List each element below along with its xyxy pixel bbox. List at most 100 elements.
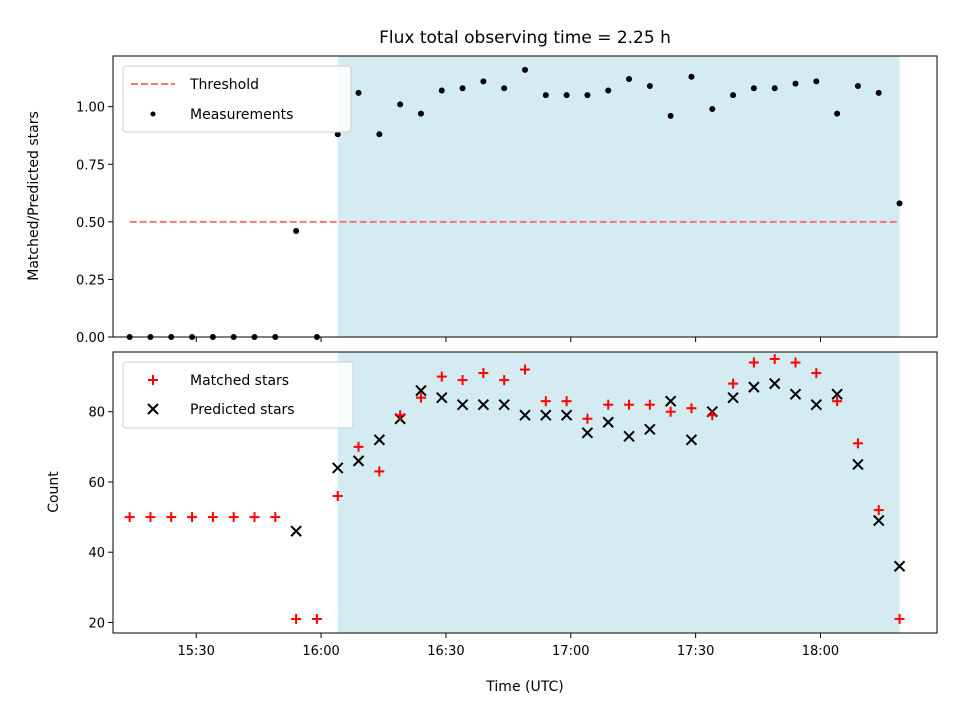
measurement-point <box>688 73 695 80</box>
predicted-point-b <box>873 514 885 527</box>
matched-point <box>311 613 322 624</box>
matched-point <box>769 354 780 365</box>
predicted-point <box>893 560 906 572</box>
legend-predicted-label: Predicted stars <box>190 402 295 418</box>
predicted-point <box>332 462 344 474</box>
measurement-point <box>709 105 716 112</box>
bottom-y-axis-label: Count <box>46 471 62 513</box>
matched-point <box>852 438 863 449</box>
measurement-point <box>459 85 466 92</box>
top-y-axis-label: Matched/Predicted stars <box>26 111 42 281</box>
predicted-point-b <box>415 384 427 397</box>
measurement-point <box>792 80 799 87</box>
predicted-point <box>748 381 760 393</box>
matched-point <box>249 512 260 523</box>
bottom-shaded-interval <box>337 352 900 633</box>
predicted-point-b <box>477 398 490 411</box>
predicted-point-b <box>810 398 823 411</box>
measurement-point <box>438 87 445 94</box>
predicted-point-b <box>685 434 698 446</box>
predicted-point <box>873 514 885 527</box>
measurement-point <box>293 228 300 235</box>
predicted-point <box>290 525 302 537</box>
measurement-point <box>646 82 653 89</box>
top-shaded-interval <box>337 56 900 337</box>
matched-point <box>686 403 697 414</box>
matched-point <box>415 392 426 403</box>
matched-point <box>603 399 614 410</box>
predicted-point-b <box>373 434 386 446</box>
predicted-point-b <box>436 391 448 404</box>
matched-point <box>520 364 530 375</box>
predicted-point-b <box>664 395 677 407</box>
measurement-point <box>834 110 841 117</box>
matched-point <box>811 368 822 379</box>
matched-point <box>291 613 302 624</box>
predicted-point <box>456 398 469 411</box>
legend-threshold-label: Threshold <box>189 77 259 93</box>
matched-point <box>561 396 572 407</box>
chart-title: Flux total observing time = 2.25 h <box>379 28 671 48</box>
predicted-point <box>623 430 635 443</box>
predicted-point <box>644 423 656 435</box>
predicted-point <box>664 395 677 407</box>
measurement-point <box>730 92 737 99</box>
measurement-point <box>522 66 528 73</box>
measurement-point <box>542 92 549 99</box>
predicted-point <box>602 416 614 428</box>
measurement-point <box>334 131 341 138</box>
x-tick-label: 18:00 <box>802 644 839 659</box>
predicted-point-b <box>831 388 843 400</box>
measurement-point <box>667 112 674 119</box>
top-y-tick-label: 0.00 <box>76 331 105 346</box>
legend-predicted-swatch <box>147 403 159 415</box>
matched-point <box>499 375 510 386</box>
predicted-point-b <box>498 398 510 411</box>
predicted-point <box>789 388 802 400</box>
measurement-point <box>563 92 570 99</box>
predicted-point <box>852 458 864 471</box>
predicted-point <box>581 427 594 439</box>
legend-matched-label: Matched stars <box>190 373 289 389</box>
matched-point <box>894 613 905 624</box>
matched-point <box>748 357 759 368</box>
matched-point <box>187 512 198 523</box>
matched-point <box>124 512 135 523</box>
predicted-point-b <box>519 409 531 421</box>
bottom-y-tick-label: 80 <box>88 406 105 421</box>
top-legend: Threshold Measurements <box>122 65 352 133</box>
matched-point <box>540 396 551 407</box>
matched-point <box>145 512 156 523</box>
measurement-point <box>750 85 757 92</box>
measurement-point <box>480 78 487 85</box>
predicted-point <box>685 434 698 446</box>
predicted-point-b <box>644 423 656 435</box>
predicted-point <box>560 409 573 421</box>
predicted-point-b <box>893 560 906 572</box>
measurement-point <box>417 110 424 117</box>
predicted-point <box>768 377 781 390</box>
matched-point <box>644 399 655 410</box>
matched-point <box>832 396 843 407</box>
bottom-y-tick-label: 20 <box>88 616 105 631</box>
predicted-point-b <box>623 430 635 443</box>
predicted-point-b <box>456 398 469 411</box>
measurement-point <box>501 85 508 92</box>
predicted-point-b <box>332 462 344 474</box>
predicted-point <box>436 391 448 404</box>
bottom-legend-box <box>122 361 354 429</box>
top-y-tick-label: 1.00 <box>76 101 105 116</box>
predicted-point <box>373 434 386 446</box>
measurement-point <box>875 89 882 96</box>
top-panel: 0.00 0.25 0.50 0.75 1.00 Threshold Measurement… <box>76 55 938 346</box>
legend-measurements-label: Measurements <box>190 107 293 123</box>
predicted-point-b <box>540 409 552 421</box>
predicted-point-b <box>789 388 802 400</box>
predicted-point <box>415 384 427 397</box>
x-tick-label: 16:30 <box>427 644 464 659</box>
bottom-legend: Matched stars Predicted stars <box>122 361 354 429</box>
top-y-tick-label: 0.50 <box>76 216 105 231</box>
x-tick-label: 16:00 <box>302 644 339 659</box>
measurement-point <box>771 85 778 92</box>
